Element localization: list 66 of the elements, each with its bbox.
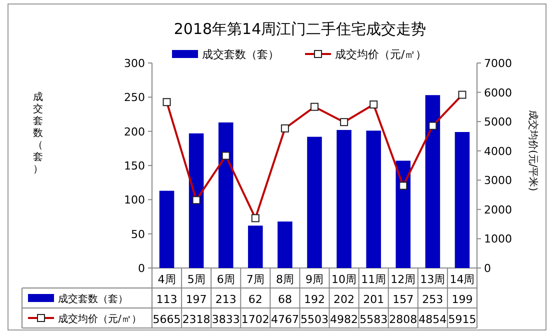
bar <box>159 190 174 268</box>
y2-tick-label: 3000 <box>484 174 512 188</box>
x-tick-label: 10周 <box>332 273 357 286</box>
bar <box>307 136 322 268</box>
y2-axis-title: 成交均价(元/平米) <box>527 110 539 192</box>
y2-tick-label: 5000 <box>484 116 512 129</box>
data-label: 5665 <box>152 313 181 326</box>
data-label: 62 <box>248 293 262 306</box>
bar <box>188 133 204 268</box>
data-label: 157 <box>392 293 414 306</box>
data-label: 4767 <box>270 313 299 326</box>
y-tick-label: 200 <box>124 125 145 138</box>
data-label: 1702 <box>241 313 270 326</box>
y2-tick-label: 1000 <box>484 232 512 246</box>
y-axis-title: 成交套数（套） <box>58 293 128 305</box>
x-tick-label: 4周 <box>158 273 176 286</box>
y-tick-label: 150 <box>124 160 145 172</box>
x-tick-label: 5周 <box>187 273 206 286</box>
y-tick-label: 0 <box>138 262 145 275</box>
x-tick-label: 8周 <box>276 273 294 286</box>
legend-label: 成交均价（元/㎡） <box>335 48 427 61</box>
data-label: 5915 <box>448 313 476 326</box>
text: 成交套数（套） <box>33 92 43 175</box>
y-tick-label: 100 <box>124 194 145 207</box>
data-label: 4982 <box>330 313 358 326</box>
chart-title: 2018年第14周江门二手住宅成交走势 <box>174 20 426 38</box>
x-tick-label: 14周 <box>450 273 475 286</box>
data-label: 199 <box>452 293 473 306</box>
y-tick-label: 50 <box>131 228 145 241</box>
data-label: 5503 <box>300 313 328 326</box>
legend-label: 成交套数（套） <box>202 48 279 61</box>
bar <box>366 130 381 268</box>
data-label: 2808 <box>389 313 418 326</box>
bar <box>454 132 470 268</box>
x-tick-label: 6周 <box>216 273 235 286</box>
bar <box>248 226 263 268</box>
bar <box>278 222 292 268</box>
data-label: 4854 <box>418 313 447 326</box>
text: 成交均价（元/㎡） <box>58 314 142 325</box>
y2-tick-label: 7000 <box>484 57 512 70</box>
bar <box>218 122 234 268</box>
bar <box>425 95 440 268</box>
data-label: 197 <box>186 293 207 306</box>
y2-tick-label: 0 <box>484 262 491 275</box>
x-tick-label: 7周 <box>246 273 264 286</box>
data-label: 68 <box>278 293 292 306</box>
y2-tick-label: 6000 <box>484 86 512 100</box>
bar <box>336 130 352 268</box>
data-label: 202 <box>334 293 355 306</box>
data-label: 213 <box>215 293 236 306</box>
x-tick-label: 11周 <box>361 273 386 286</box>
data-label: 3833 <box>212 313 240 326</box>
y-tick-label: 250 <box>124 91 145 104</box>
y2-tick-label: 4000 <box>484 144 512 158</box>
x-tick-label: 9周 <box>306 273 324 286</box>
data-label: 2318 <box>182 313 210 326</box>
x-tick-label: 12周 <box>390 273 416 286</box>
data-label: 192 <box>304 293 325 306</box>
x-tick-label: 13周 <box>420 273 446 286</box>
bar <box>396 160 411 268</box>
y2-tick-label: 2000 <box>484 203 512 216</box>
data-label: 253 <box>422 293 444 306</box>
y-tick-label: 300 <box>124 57 145 70</box>
data-label: 5583 <box>360 313 388 326</box>
data-label: 201 <box>363 293 384 306</box>
data-label: 113 <box>156 293 178 306</box>
